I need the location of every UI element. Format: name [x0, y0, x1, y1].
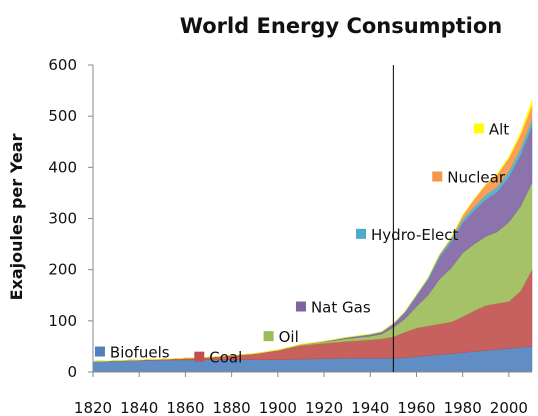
chart-title: World Energy Consumption — [180, 14, 502, 38]
legend-label-alt: Alt — [489, 120, 509, 138]
y-tick-label: 500 — [48, 107, 77, 125]
x-tick-label: 1860 — [166, 399, 204, 416]
legend-swatch-coal — [194, 351, 205, 362]
y-tick-label: 600 — [48, 56, 77, 74]
legend-label-coal: Coal — [209, 349, 242, 367]
legend-swatch-alt — [473, 123, 484, 134]
x-tick-label: 1920 — [305, 399, 343, 416]
legend-swatch-hydro-elect — [356, 228, 367, 239]
x-tick-label: 1900 — [259, 399, 297, 416]
x-tick-label: 1980 — [444, 399, 482, 416]
x-tick-label: 1840 — [120, 399, 158, 416]
legend-swatch-biofuels — [94, 346, 105, 357]
legend-label-nat-gas: Nat Gas — [311, 299, 371, 317]
y-axis-label: Exajoules per Year — [7, 134, 26, 301]
area-layers — [92, 100, 533, 373]
y-tick-label: 400 — [48, 158, 77, 176]
area-alt — [92, 100, 533, 362]
y-axis-ticks: 0 100 200 300 400 500 600 — [48, 56, 93, 381]
series-labels: Biofuels Coal Oil Nat Gas Hydro-Elect Nuclear… — [94, 120, 509, 367]
y-tick-label: 100 — [48, 312, 77, 330]
legend-label-hydro-elect: Hydro-Elect — [371, 226, 459, 244]
legend-swatch-oil — [263, 331, 274, 342]
x-tick-label: 1940 — [351, 399, 389, 416]
x-tick-label: 1880 — [213, 399, 251, 416]
x-tick-label: 1820 — [74, 399, 112, 416]
legend-swatch-nuclear — [432, 171, 443, 182]
y-tick-label: 200 — [48, 261, 77, 279]
legend-label-nuclear: Nuclear — [447, 169, 506, 187]
y-tick-label: 0 — [67, 363, 77, 381]
x-axis-ticks: 1820 1840 1860 1880 1900 1920 1940 1960 1980 2000 — [74, 372, 528, 416]
y-tick-label: 300 — [48, 210, 77, 228]
x-tick-label: 1960 — [397, 399, 435, 416]
legend-label-oil: Oil — [279, 328, 299, 346]
x-tick-label: 2000 — [490, 399, 528, 416]
legend-swatch-nat-gas — [295, 301, 306, 312]
legend-label-biofuels: Biofuels — [110, 344, 170, 362]
